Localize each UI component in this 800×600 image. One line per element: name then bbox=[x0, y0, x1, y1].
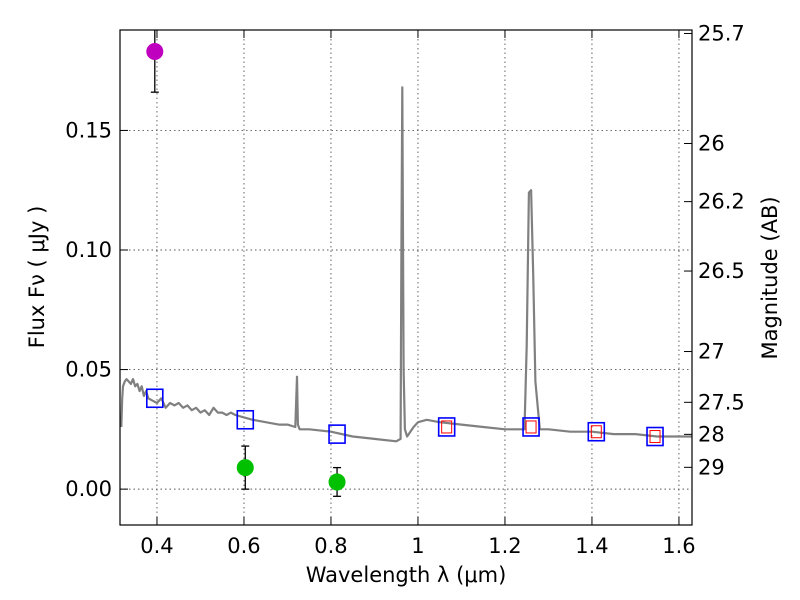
model-photometry-marker bbox=[236, 409, 255, 430]
spectrum-line bbox=[120, 86, 692, 443]
model-photometry-marker bbox=[145, 388, 164, 409]
secondary-photometry-marker bbox=[590, 425, 602, 439]
y-tick-label: 0.10 bbox=[65, 238, 112, 262]
magnitude-tick-label: 29 bbox=[698, 455, 725, 479]
x-tick-label: 0.6 bbox=[227, 534, 260, 558]
y-axis-label: Flux Fν ( μJy ) bbox=[25, 206, 49, 349]
plot-frame bbox=[119, 29, 693, 526]
observed-point bbox=[146, 43, 164, 61]
magnitude-tick-label: 27 bbox=[698, 340, 725, 364]
magnitude-tick-label: 26.5 bbox=[698, 259, 745, 283]
y-tick-label: 0.00 bbox=[65, 477, 112, 501]
series-group bbox=[120, 30, 692, 497]
model-photometry-marker bbox=[587, 421, 606, 442]
x-tick-label: 1.2 bbox=[488, 534, 521, 558]
magnitude-tick-label: 27.5 bbox=[698, 390, 745, 414]
x-tick-label: 0.8 bbox=[314, 534, 347, 558]
secondary-photometry-marker bbox=[649, 430, 661, 444]
x-tick-label: 0.4 bbox=[140, 534, 173, 558]
data-layer bbox=[120, 30, 692, 497]
y2-axis-label: Magnitude (AB) bbox=[758, 196, 782, 359]
model-photometry-marker bbox=[437, 417, 456, 437]
magnitude-tick-label: 26 bbox=[698, 131, 725, 155]
y-tick-label: 0.15 bbox=[65, 118, 112, 142]
x-tick-label: 1.4 bbox=[575, 534, 608, 558]
magnitude-tick-label: 25.7 bbox=[698, 21, 745, 45]
grid-layer bbox=[120, 30, 692, 525]
secondary-photometry-marker bbox=[525, 420, 537, 434]
observed-point bbox=[236, 459, 254, 477]
magnitude-tick-label: 28 bbox=[698, 422, 725, 446]
model-photometry-marker bbox=[646, 426, 664, 447]
axes-layer: 0.4 0.6 0.8 1 1.2 1.4 1.6 0.00 0.05 0.10 0.15 25.7 2… bbox=[65, 21, 745, 558]
model-photometry-marker bbox=[522, 417, 540, 437]
x-tick-label: 1.6 bbox=[662, 534, 695, 558]
magnitude-tick-label: 26.2 bbox=[698, 190, 745, 214]
x-tick-label: 1 bbox=[411, 534, 424, 558]
x-axis-label: Wavelength λ (μm) bbox=[306, 563, 507, 587]
y-tick-label: 0.05 bbox=[65, 358, 112, 382]
model-photometry-marker bbox=[328, 424, 346, 444]
observed-point bbox=[328, 473, 346, 491]
secondary-photometry-marker bbox=[441, 420, 453, 434]
